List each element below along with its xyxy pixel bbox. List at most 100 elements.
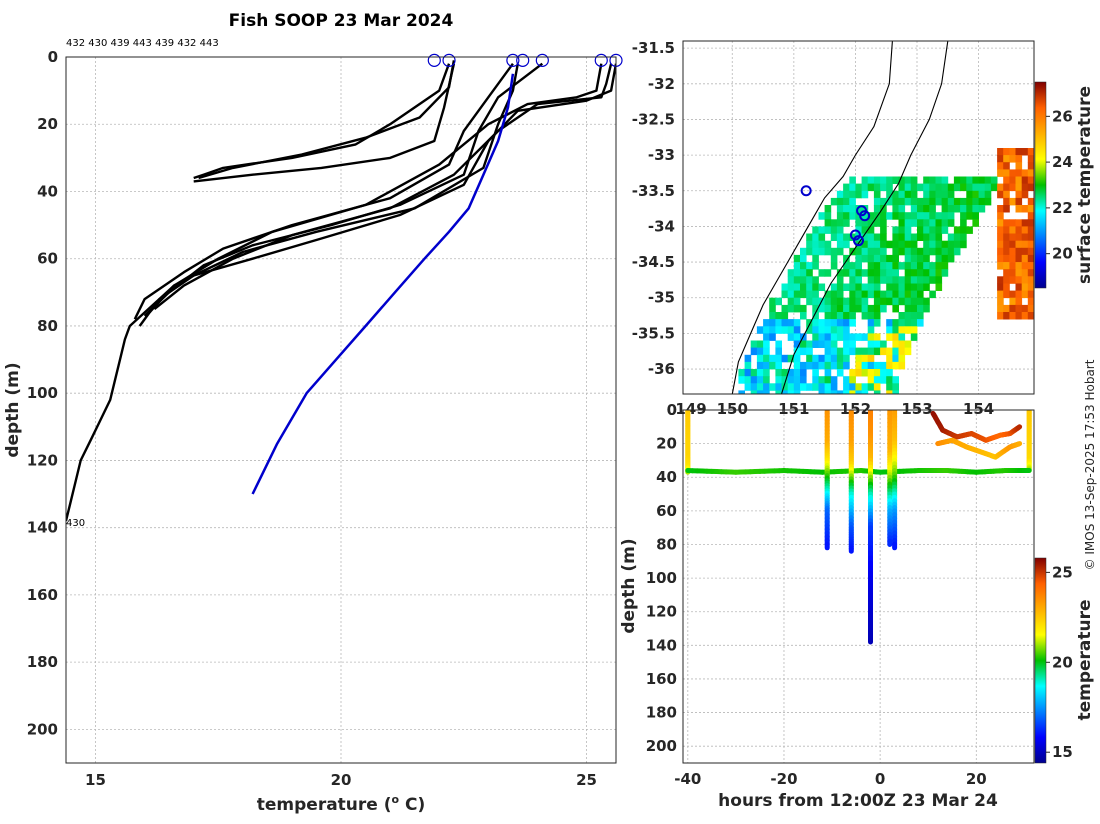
depth-tick-label: 20 (656, 435, 677, 453)
sst-cell (831, 348, 838, 356)
sst-cell (812, 276, 819, 284)
sst-cell (1028, 241, 1035, 249)
sst-cell (911, 191, 918, 199)
sst-cell (923, 305, 930, 313)
sst-cell (948, 255, 955, 263)
sst-colorbar-tick-label: 20 (1052, 245, 1073, 263)
sst-cell (819, 333, 826, 341)
sst-cell (942, 219, 949, 227)
sst-cell (880, 369, 887, 377)
sst-cell (757, 341, 764, 349)
sst-cell (788, 305, 795, 313)
sst-cell (868, 291, 875, 299)
sst-cell (849, 212, 856, 220)
sst-cell (905, 191, 912, 199)
sst-cell (806, 298, 813, 306)
sst-cell (775, 312, 782, 320)
sst-cell (831, 198, 838, 206)
sst-cell (782, 312, 789, 320)
sst-cell (825, 348, 832, 356)
sst-cell (899, 341, 906, 349)
sst-cell (849, 291, 856, 299)
chart-title: Fish SOOP 23 Mar 2024 (229, 11, 454, 31)
sst-cell (1028, 155, 1035, 163)
sst-cell (874, 284, 881, 292)
sst-cell (819, 326, 826, 334)
sst-cell (1028, 305, 1035, 313)
sst-cell (800, 312, 807, 320)
sst-cell (1016, 169, 1023, 177)
sst-cell (800, 284, 807, 292)
sst-cell (868, 376, 875, 384)
lat-tick-label: -36 (648, 360, 675, 378)
sst-cell (911, 177, 918, 185)
sst-cell (812, 319, 819, 327)
sst-cell (1009, 291, 1016, 299)
sst-cell (1016, 184, 1023, 192)
sst-cell (868, 326, 875, 334)
sst-cell (812, 333, 819, 341)
sst-cell (763, 369, 770, 377)
y-tick-label: 140 (27, 519, 58, 537)
sst-cell (997, 155, 1004, 163)
sst-cell (812, 326, 819, 334)
sst-cell (1016, 312, 1023, 320)
sst-cell (899, 319, 906, 327)
lat-tick-label: -35 (648, 289, 675, 307)
sst-cell (1022, 269, 1029, 277)
sst-cell (825, 205, 832, 213)
sst-cell (831, 262, 838, 270)
sst-cell (972, 198, 979, 206)
sst-cell (788, 326, 795, 334)
sst-cell (1016, 262, 1023, 270)
sst-cell (843, 191, 850, 199)
sst-cell (905, 312, 912, 320)
sst-cell (868, 319, 875, 327)
sst-cell (763, 341, 770, 349)
sst-cell (960, 241, 967, 249)
sst-cell (825, 369, 832, 377)
sst-cell (874, 362, 881, 370)
sst-cell (979, 205, 986, 213)
sst-cell (855, 262, 862, 270)
sst-cell (917, 212, 924, 220)
sst-cell (942, 241, 949, 249)
sst-cell (855, 333, 862, 341)
sst-cell (1022, 255, 1029, 263)
sst-cell (849, 319, 856, 327)
depth-tick-label: 120 (646, 603, 677, 621)
sst-cell (855, 276, 862, 284)
sst-cell (960, 184, 967, 192)
temperature-colorbar (1035, 558, 1046, 763)
sst-cell (1003, 241, 1010, 249)
sst-cell (1016, 234, 1023, 242)
profile-line (199, 60, 454, 178)
sst-cell (855, 362, 862, 370)
sst-cell (923, 255, 930, 263)
sst-cell (886, 333, 893, 341)
sst-cell (892, 326, 899, 334)
sst-cell (948, 234, 955, 242)
sst-cell (923, 276, 930, 284)
sst-cell (1016, 219, 1023, 227)
sst-cell (960, 177, 967, 185)
sst-cell (825, 219, 832, 227)
sst-cell (855, 191, 862, 199)
y-tick-label: 60 (37, 250, 58, 268)
sst-cell (819, 319, 826, 327)
sst-cell (763, 383, 770, 391)
sst-cell (862, 184, 869, 192)
sst-cell (825, 326, 832, 334)
sst-cell (936, 234, 943, 242)
sst-cell (775, 376, 782, 384)
sst-cell (794, 298, 801, 306)
sst-cell (874, 276, 881, 284)
sst-cell (997, 298, 1004, 306)
sst-cell (874, 298, 881, 306)
temperature-colorbar-tick-label: 20 (1052, 653, 1073, 671)
sst-cell (886, 326, 893, 334)
sst-cell (849, 305, 856, 313)
sst-cell (905, 341, 912, 349)
sst-cell (923, 248, 930, 256)
